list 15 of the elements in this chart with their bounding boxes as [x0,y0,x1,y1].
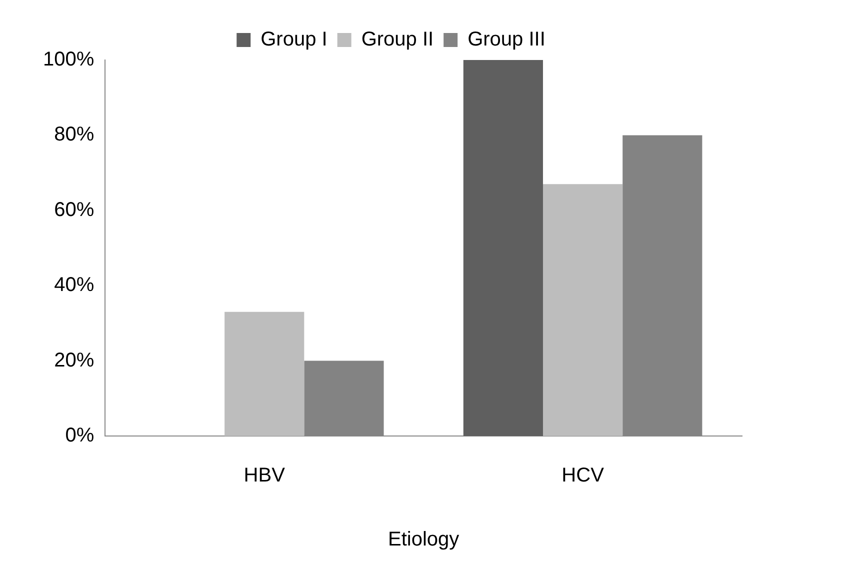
bar [542,184,623,436]
x-tick-label: HCV [562,464,605,487]
legend-label: Group II [361,28,434,51]
y-tick-label: 60% [54,198,94,221]
x-tick-label: HBV [244,464,286,487]
y-tick-label: 20% [54,349,94,372]
y-tick-label: 0% [65,424,94,447]
y-tick-label: 40% [54,274,94,296]
legend-label: Group III [468,28,546,51]
y-tick-label: 80% [54,124,94,146]
y-tick-label: 100% [42,48,94,71]
bar [224,312,304,436]
legend-label: Group I [260,28,328,51]
x-axis-title: Etiology [388,528,460,551]
bar [463,60,543,436]
